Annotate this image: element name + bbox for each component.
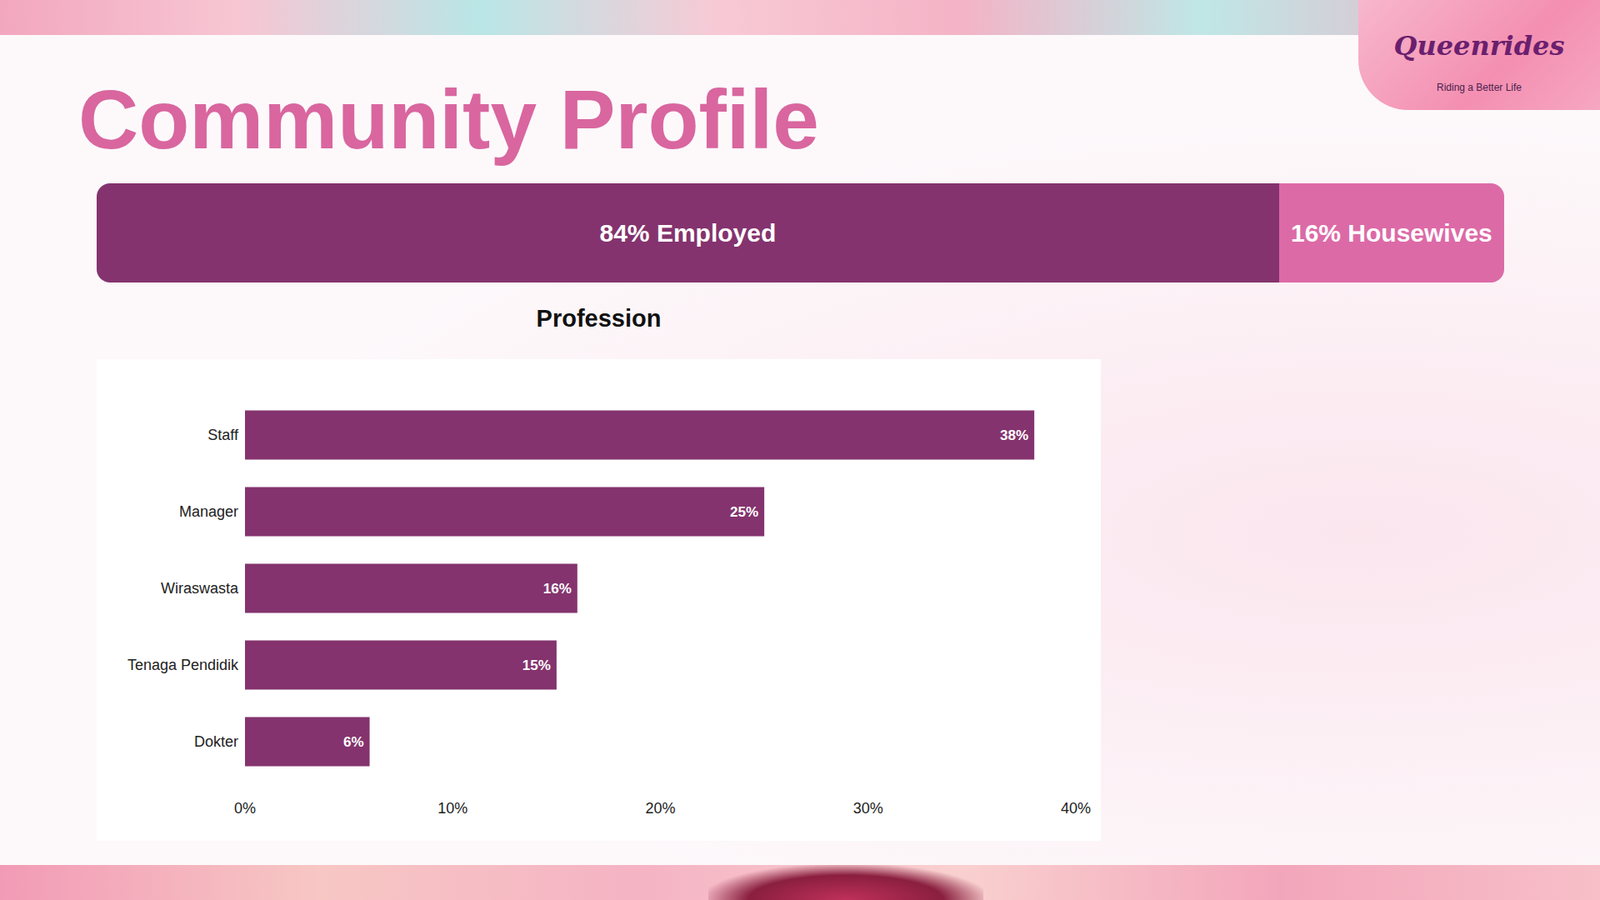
title: Community Profile bbox=[78, 73, 820, 165]
category-label: Staff bbox=[207, 426, 240, 444]
data-label: 15% bbox=[522, 657, 551, 674]
category-label: Manager bbox=[179, 503, 239, 520]
logo-name: Queenrides bbox=[1358, 30, 1600, 62]
x-tick bbox=[867, 780, 869, 784]
data-label: 6% bbox=[343, 734, 365, 750]
chart-title: Profession bbox=[96, 305, 1101, 333]
x-tick-label: 0% bbox=[234, 800, 256, 817]
employment-label: 84% Employed bbox=[96, 183, 1280, 283]
bar bbox=[245, 487, 765, 537]
data-label: 16% bbox=[543, 580, 572, 597]
x-tick bbox=[452, 780, 454, 784]
bar bbox=[245, 640, 557, 690]
category-label: Wiraswasta bbox=[160, 580, 240, 597]
category-label: Dokter bbox=[194, 733, 239, 750]
bar bbox=[245, 564, 578, 614]
bars bbox=[245, 410, 1035, 767]
bar bbox=[245, 717, 370, 767]
x-tick-label: 40% bbox=[1060, 800, 1091, 817]
x-tick-label: 30% bbox=[853, 800, 884, 817]
helmet-deco bbox=[708, 865, 984, 900]
x-tick-label: 20% bbox=[645, 800, 675, 817]
x-tick bbox=[245, 780, 246, 784]
chart: Staff Manager Wiraswasta Tenaga Pendidik Dok… bbox=[96, 359, 1101, 841]
x-tick bbox=[660, 780, 661, 784]
bar bbox=[245, 410, 1035, 460]
x-tick-label: 10% bbox=[437, 800, 468, 817]
logo-tagline: Riding a Better Life bbox=[1358, 81, 1600, 94]
employment-label: 16% Housewives bbox=[1279, 183, 1505, 283]
data-label: 25% bbox=[730, 504, 759, 520]
category-label: Tenaga Pendidik bbox=[127, 656, 240, 674]
x-tick bbox=[1075, 780, 1077, 784]
data-label: 38% bbox=[1000, 427, 1029, 444]
